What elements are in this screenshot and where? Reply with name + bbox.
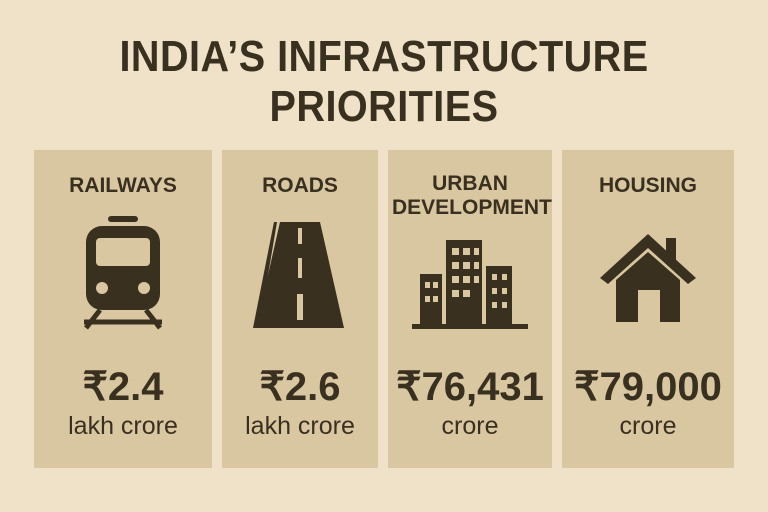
title-line: PRIORITIES xyxy=(269,82,499,131)
buildings-icon xyxy=(412,240,528,329)
road-icon xyxy=(253,222,344,328)
house-icon xyxy=(600,234,696,322)
train-icon xyxy=(84,216,162,330)
card-unit: lakh crore xyxy=(68,412,178,440)
card-label: URBAN DEVELOPMENT xyxy=(392,172,552,219)
title-line: INDIA’S INFRASTRUCTURE xyxy=(119,32,649,81)
card-unit: lakh crore xyxy=(245,412,355,440)
card-label: HOUSING xyxy=(598,174,697,197)
card-amount: ₹2.4 xyxy=(82,365,164,409)
card-unit: crore xyxy=(441,412,499,440)
card-label: ROADS xyxy=(262,174,338,197)
card: ROADS ₹2.6 lakh crore xyxy=(222,150,378,468)
card: HOUSING ₹79,000 crore xyxy=(562,150,734,468)
card: RAILWAYS ₹2.4 lakh crore xyxy=(34,150,212,468)
card-amount: ₹79,000 xyxy=(574,365,722,409)
card-unit: crore xyxy=(619,412,677,440)
card: URBAN DEVELOPMENT ₹76,431 crore xyxy=(388,150,552,468)
card-label: RAILWAYS xyxy=(69,174,177,197)
card-amount: ₹2.6 xyxy=(259,365,341,409)
card-amount: ₹76,431 xyxy=(396,365,544,409)
